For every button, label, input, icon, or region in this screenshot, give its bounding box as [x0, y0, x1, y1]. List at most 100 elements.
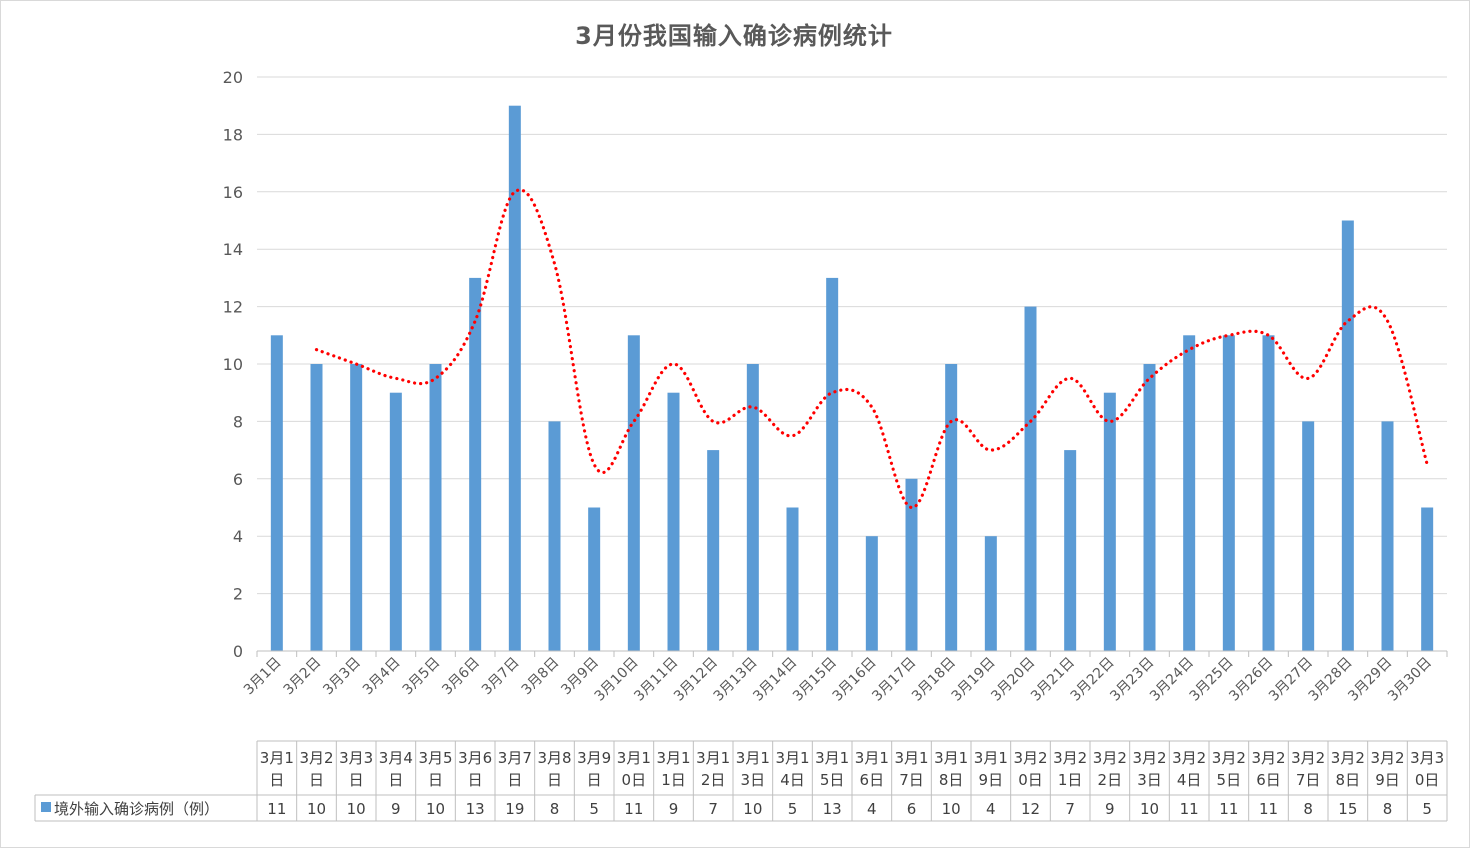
table-header-cell: 3月1 [894, 749, 928, 767]
bar [1302, 421, 1315, 651]
table-value-cell: 4 [986, 800, 996, 818]
table-value-cell: 5 [788, 800, 798, 818]
table-value-cell: 8 [1303, 800, 1313, 818]
table-header-cell: 3月2 [1172, 749, 1206, 767]
table-value-cell: 13 [466, 800, 485, 818]
table-header-cell: 7日 [1296, 771, 1321, 789]
x-tick-label: 3月5日 [400, 655, 444, 699]
table-header-cell: 8日 [939, 771, 964, 789]
bar [1222, 335, 1235, 651]
table-header-cell: 5日 [1217, 771, 1242, 789]
y-tick-label: 4 [233, 527, 243, 546]
table-header-cell: 9日 [979, 771, 1004, 789]
table-header-cell: 0日 [622, 771, 647, 789]
table-value-cell: 12 [1021, 800, 1040, 818]
table-header-cell: 日 [269, 771, 284, 789]
table-header-cell: 3月7 [498, 749, 532, 767]
bar [1341, 220, 1354, 651]
legend-swatch [41, 802, 51, 812]
bar [548, 421, 561, 651]
x-tick-label: 3月30日 [1385, 655, 1435, 705]
table-header-cell: 3月8 [537, 749, 571, 767]
bar [1103, 392, 1116, 651]
table-value-cell: 7 [708, 800, 718, 818]
table-header-cell: 日 [349, 771, 364, 789]
table-value-cell: 9 [391, 800, 401, 818]
table-header-cell: 4日 [780, 771, 805, 789]
table-header-cell: 1日 [1058, 771, 1083, 789]
table-header-cell: 3月2 [1251, 749, 1285, 767]
bar [1381, 421, 1394, 651]
bar [389, 392, 402, 651]
table-value-cell: 9 [669, 800, 679, 818]
bar [310, 364, 323, 651]
table-header-cell: 日 [309, 771, 324, 789]
y-tick-label: 20 [223, 68, 243, 87]
y-tick-label: 14 [223, 240, 243, 259]
table-header-cell: 3月1 [656, 749, 690, 767]
table-header-cell: 日 [507, 771, 522, 789]
bar [707, 450, 720, 651]
bar [667, 392, 680, 651]
table-header-cell: 3月2 [1093, 749, 1127, 767]
table-header-cell: 3月1 [855, 749, 889, 767]
y-tick-label: 8 [233, 412, 243, 431]
table-value-cell: 6 [907, 800, 917, 818]
table-header-cell: 4日 [1177, 771, 1202, 789]
table-header-cell: 3月6 [458, 749, 492, 767]
table-header-cell: 3日 [1137, 771, 1162, 789]
table-header-cell: 3日 [741, 771, 766, 789]
table-value-cell: 13 [823, 800, 842, 818]
table-value-cell: 11 [624, 800, 643, 818]
table-value-cell: 10 [347, 800, 366, 818]
bar [270, 335, 283, 651]
table-value-cell: 11 [267, 800, 286, 818]
table-value-cell: 8 [550, 800, 560, 818]
table-value-cell: 10 [1140, 800, 1159, 818]
table-header-cell: 3月1 [815, 749, 849, 767]
y-tick-label: 6 [233, 470, 243, 489]
bar [429, 364, 442, 651]
table-value-cell: 11 [1259, 800, 1278, 818]
table-value-cell: 9 [1105, 800, 1115, 818]
y-tick-label: 0 [233, 642, 243, 661]
table-value-cell: 5 [1422, 800, 1432, 818]
bar [826, 277, 839, 651]
table-header-cell: 3月2 [1291, 749, 1325, 767]
bar [469, 277, 482, 651]
table-header-cell: 3月2 [1331, 749, 1365, 767]
table-value-cell: 10 [426, 800, 445, 818]
trend-line [314, 188, 1429, 510]
table-value-cell: 7 [1065, 800, 1075, 818]
table-header-cell: 日 [468, 771, 483, 789]
table-header-cell: 日 [547, 771, 562, 789]
table-value-cell: 11 [1180, 800, 1199, 818]
table-header-cell: 9日 [1375, 771, 1400, 789]
table-header-cell: 0日 [1415, 771, 1440, 789]
table-header-cell: 3月4 [379, 749, 413, 767]
table-value-cell: 10 [307, 800, 326, 818]
table-header-cell: 3月2 [299, 749, 333, 767]
y-tick-label: 12 [223, 298, 243, 317]
table-header-cell: 3月1 [696, 749, 730, 767]
bar [945, 364, 958, 651]
table-header-cell: 3月5 [418, 749, 452, 767]
table-header-cell: 3月1 [736, 749, 770, 767]
bar [786, 507, 799, 651]
bar [746, 364, 759, 651]
y-tick-label: 16 [223, 183, 243, 202]
table-header-cell: 3月1 [934, 749, 968, 767]
table-value-cell: 19 [505, 800, 524, 818]
table-value-cell: 15 [1338, 800, 1357, 818]
x-tick-label: 3月2日 [281, 655, 325, 699]
x-tick-label: 3月3日 [320, 655, 364, 699]
y-tick-label: 18 [223, 125, 243, 144]
table-header-cell: 3月1 [617, 749, 651, 767]
bar [984, 536, 997, 651]
bar [905, 478, 918, 651]
table-header-cell: 3月2 [1212, 749, 1246, 767]
table-header-cell: 6日 [1256, 771, 1281, 789]
table-header-cell: 2日 [1098, 771, 1123, 789]
table-header-cell: 日 [388, 771, 403, 789]
table-header-cell: 日 [428, 771, 443, 789]
